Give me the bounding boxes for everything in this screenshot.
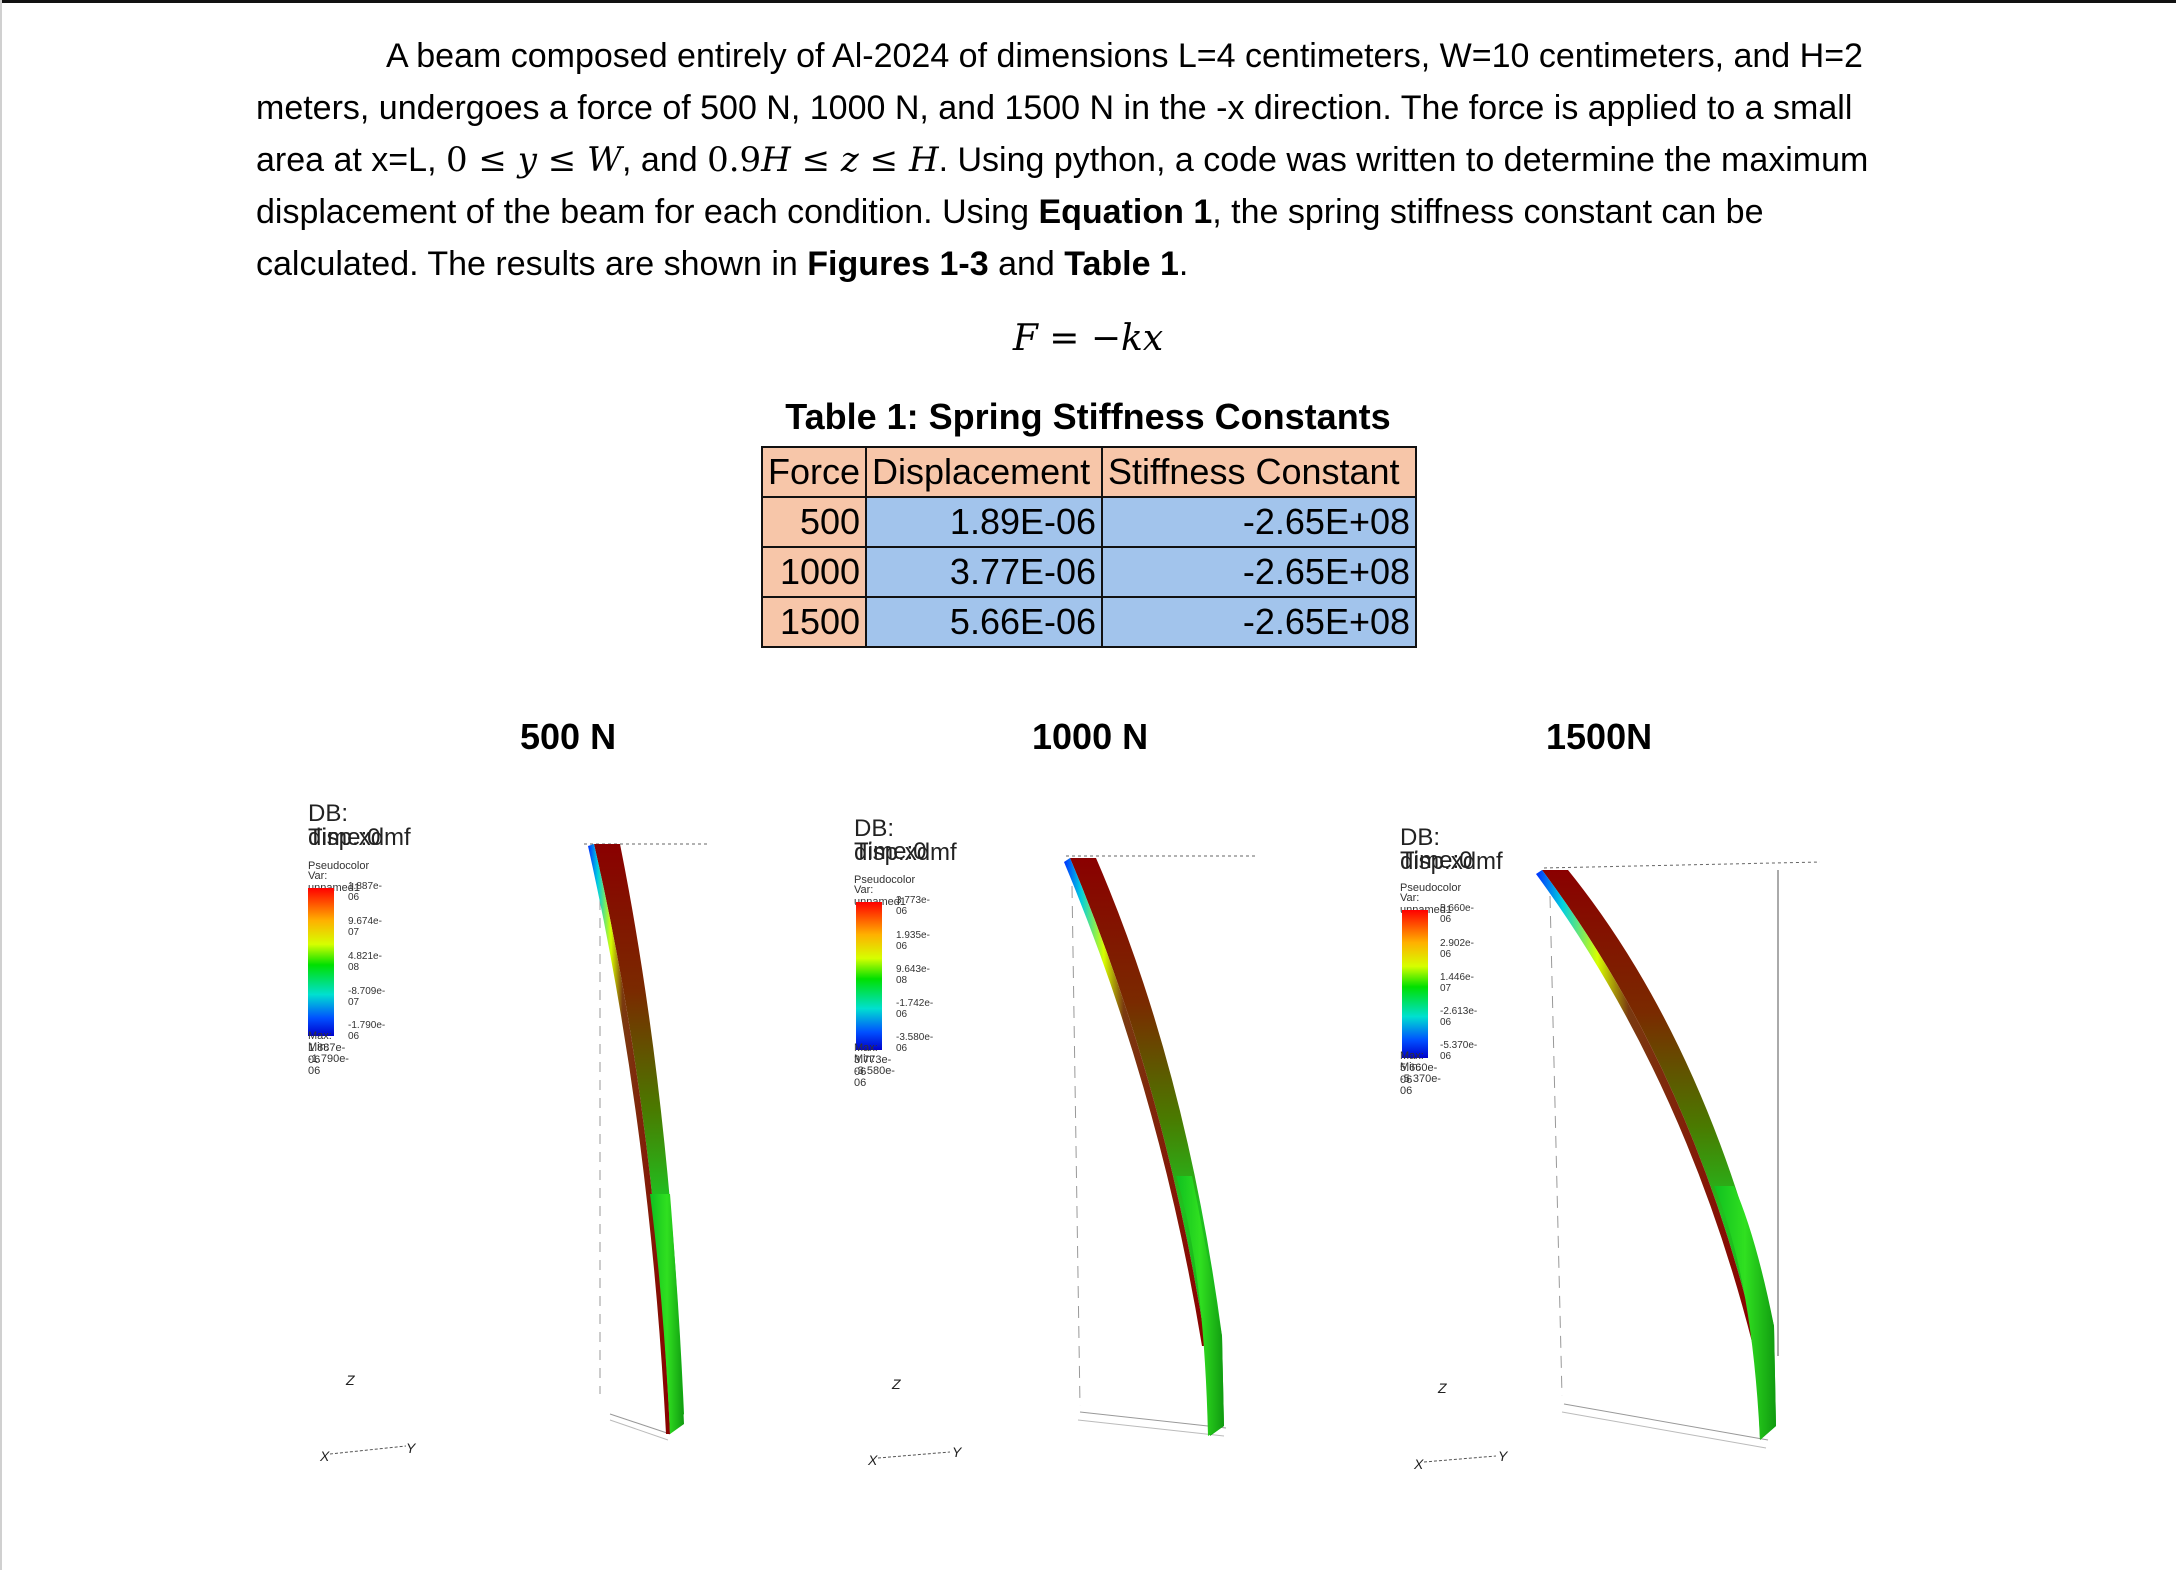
z-axis-label: Z xyxy=(1438,1380,1447,1396)
time-label: Time:0 xyxy=(854,838,927,865)
colorbar-tick: 5.660e-06 xyxy=(1440,903,1474,925)
colorbar-tick: -5.370e-06 xyxy=(1440,1040,1478,1062)
colorbar-tick: 3.773e-06 xyxy=(896,895,930,917)
cell-stiffness: -2.65E+08 xyxy=(1101,496,1418,548)
equation-reference: Equation 1 xyxy=(1038,193,1213,231)
math-var: W xyxy=(587,140,622,180)
colorbar-tick: 1.935e-06 xyxy=(896,930,930,952)
table-row: 1000 3.77E-06 -2.65E+08 xyxy=(760,546,1418,598)
header-displacement: Displacement xyxy=(865,446,1104,498)
colorbar-tick: 9.674e-07 xyxy=(348,916,382,938)
cell-force: 1000 xyxy=(760,546,868,598)
math-var: H xyxy=(761,140,791,180)
text-run: , and xyxy=(622,141,708,179)
colorbar-tick: 2.902e-06 xyxy=(1440,938,1474,960)
y-axis-label: Y xyxy=(406,1440,416,1456)
colorbar xyxy=(856,902,882,1050)
math-run: 0 ≤ xyxy=(445,140,518,180)
text-run: and xyxy=(988,245,1065,283)
x-axis-label: X xyxy=(320,1448,330,1464)
stiffness-table: Force Displacement Stiffness Constant 50… xyxy=(760,446,1418,648)
colorbar xyxy=(1402,910,1428,1058)
min-value: Min: -5.370e-06 xyxy=(1400,1061,1441,1097)
header-stiffness: Stiffness Constant xyxy=(1101,446,1418,498)
colorbar-tick: -1.790e-06 xyxy=(348,1020,386,1042)
math-run: ≤ xyxy=(536,140,588,180)
table-row: 500 1.89E-06 -2.65E+08 xyxy=(760,496,1418,548)
cell-displacement: 5.66E-06 xyxy=(865,596,1104,648)
beam-plot-icon xyxy=(1064,855,1256,1437)
figure-label-1500: 1500N xyxy=(1546,716,1653,757)
x-axis-label: X xyxy=(1414,1456,1424,1472)
eq-x: x xyxy=(1142,318,1164,359)
z-axis-label: Z xyxy=(346,1372,355,1388)
math-run: ≤ xyxy=(790,140,841,180)
equation-1: F = −kx xyxy=(0,318,2176,359)
db-label: DB: disp.xdmf xyxy=(854,815,957,866)
text-run: A beam composed entirely of Al-2024 of d… xyxy=(256,37,1863,179)
max-value: Max: 1.887e-06 xyxy=(308,1030,346,1066)
colorbar-tick: 9.643e-08 xyxy=(896,964,930,986)
cell-displacement: 1.89E-06 xyxy=(865,496,1104,548)
math-var: z xyxy=(840,140,859,180)
table-caption: Table 1: Spring Stiffness Constants xyxy=(785,396,1391,437)
colorbar-tick: -8.709e-07 xyxy=(348,986,386,1008)
z-axis-label: Z xyxy=(892,1376,901,1392)
text-run: . xyxy=(1178,245,1189,283)
colorbar-tick: -2.613e-06 xyxy=(1440,1006,1478,1028)
figure-reference: Figures 1-3 xyxy=(807,245,989,283)
max-value: Max: 5.660e-06 xyxy=(1400,1050,1438,1086)
cell-displacement: 3.77E-06 xyxy=(865,546,1104,598)
math-run: 0.9 xyxy=(707,140,762,180)
colorbar-tick: 1.446e-07 xyxy=(1440,972,1474,994)
left-border xyxy=(0,0,2,1570)
figure-label-1000: 1000 N xyxy=(1032,716,1149,757)
table-reference: Table 1 xyxy=(1064,245,1179,283)
colorbar-tick: -1.742e-06 xyxy=(896,998,934,1020)
cell-stiffness: -2.65E+08 xyxy=(1101,546,1418,598)
header-force: Force xyxy=(760,446,868,498)
top-border xyxy=(0,0,2176,3)
math-var: H xyxy=(908,140,939,180)
axis-triad-icon xyxy=(329,1445,407,1455)
eq-force: F xyxy=(1012,318,1038,359)
cell-force: 1500 xyxy=(760,596,868,648)
colorbar xyxy=(308,888,334,1036)
db-label: DB: disp.xdmf xyxy=(1400,824,1503,875)
colorbar-tick: -3.580e-06 xyxy=(896,1032,934,1054)
axis-triad-icon xyxy=(877,1451,951,1459)
colorbar-tick: 1.887e-06 xyxy=(348,881,382,903)
cell-force: 500 xyxy=(760,496,868,548)
cell-stiffness: -2.65E+08 xyxy=(1101,596,1418,648)
max-value: Max: 3.773e-06 xyxy=(854,1042,892,1078)
min-value: Min: -1.790e-06 xyxy=(308,1041,349,1077)
eq-k: k xyxy=(1121,318,1143,359)
colorbar-tick: 4.821e-08 xyxy=(348,951,382,973)
db-label: DB: disp.xdmf xyxy=(308,800,411,851)
math-var: y xyxy=(517,140,537,180)
axis-triad-icon xyxy=(1423,1455,1497,1463)
beam-plot-icon xyxy=(584,843,710,1441)
plot-type: Pseudocolor xyxy=(1400,882,1462,894)
time-label: Time:0 xyxy=(1400,847,1473,874)
y-axis-label: Y xyxy=(952,1444,962,1460)
intro-paragraph: A beam composed entirely of Al-2024 of d… xyxy=(256,30,1916,290)
table-row: 1500 5.66E-06 -2.65E+08 xyxy=(760,596,1418,648)
figure-label-500: 500 N xyxy=(520,716,617,757)
plot-type: Pseudocolor xyxy=(854,874,916,886)
min-value: Min: -3.580e-06 xyxy=(854,1053,895,1089)
text-run: . Using python, a code was written to de… xyxy=(256,141,1869,231)
plot-type: Pseudocolor xyxy=(308,860,370,872)
table-header-row: Force Displacement Stiffness Constant xyxy=(760,446,1418,498)
text-run: , the spring stiffness constant can be c… xyxy=(256,193,1764,283)
x-axis-label: X xyxy=(868,1452,878,1468)
y-axis-label: Y xyxy=(1498,1448,1508,1464)
eq-operator: = − xyxy=(1037,318,1122,359)
beam-plot-icon xyxy=(1536,861,1821,1449)
time-label: Time:0 xyxy=(308,824,381,851)
math-run: ≤ xyxy=(858,140,909,180)
